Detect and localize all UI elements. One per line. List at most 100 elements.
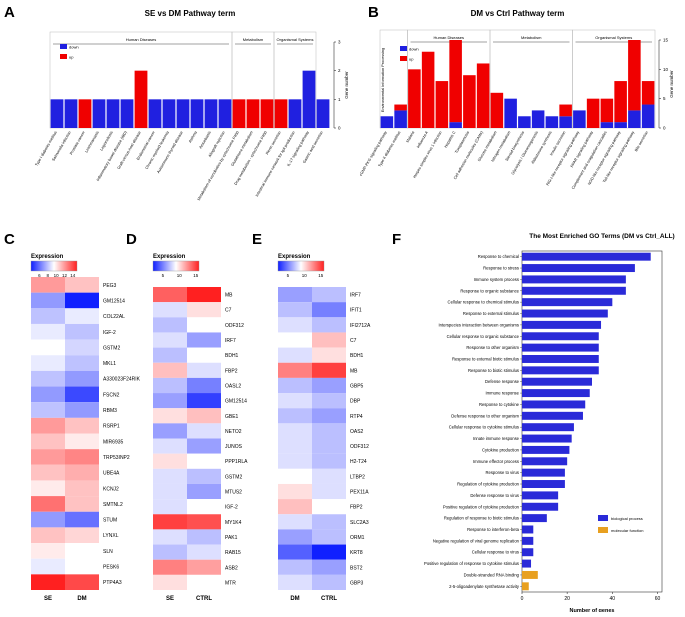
panel-c-row-label: RBM3 bbox=[103, 408, 117, 414]
panel-letter-b: B bbox=[368, 4, 379, 21]
panel-c-row-label: A330023F24RIK bbox=[103, 377, 141, 383]
panel-c-cell-ube4a-dm bbox=[65, 464, 99, 481]
panel-c-row-label: SMTNL2 bbox=[103, 502, 123, 508]
panel-f-bar-defense-response bbox=[522, 377, 592, 386]
panel-d-cell-rab15-se bbox=[153, 544, 187, 560]
panel-e-row-label: ODF312 bbox=[350, 444, 369, 450]
panel-f-bar-defense-response-to-virus bbox=[522, 491, 559, 500]
panel-c-col-label: SE bbox=[44, 596, 52, 602]
panel-a-group-label: Metabolism bbox=[243, 37, 264, 42]
panel-c-col-label: DM bbox=[77, 596, 86, 602]
panel-f-bar-response-to-cytokine bbox=[522, 400, 586, 409]
panel-b-xtick-label: Influenza A bbox=[416, 130, 429, 149]
panel-c-row-label: RSRP1 bbox=[103, 424, 120, 430]
panel-d-cell-igf-2-se bbox=[153, 499, 187, 515]
panel-e-cell-ifit1-dm bbox=[278, 302, 312, 318]
panel-b-group-label: Human Diseases bbox=[434, 35, 464, 40]
panel-a-xtick-label: Asthma bbox=[188, 130, 198, 144]
panel-e-row-label: DBP bbox=[350, 399, 361, 405]
panel-f-plot-frame bbox=[521, 250, 663, 593]
panel-c-cell-stum-se bbox=[31, 511, 65, 528]
panel-f-category-label: Response to biotic stimulus bbox=[468, 368, 519, 373]
panel-a-bar-down bbox=[148, 99, 162, 128]
panel-e-cell-rtp4-dm bbox=[278, 408, 312, 424]
panel-e-cell-irf7-dm bbox=[278, 287, 312, 303]
panel-d-cell-fbp2-se bbox=[153, 362, 187, 378]
panel-f-legend-swatch bbox=[598, 527, 608, 533]
panel-b-legend-label: down bbox=[409, 47, 419, 52]
panel-d-col-label: SE bbox=[166, 596, 174, 602]
panel-a-bar-down bbox=[176, 99, 190, 128]
panel-c-cell-peg3-dm bbox=[65, 277, 99, 293]
panel-f-category-label: Defense response to virus bbox=[470, 493, 519, 498]
panel-b-bar-down bbox=[545, 116, 559, 128]
panel-d-row-label: BDH1 bbox=[225, 353, 239, 359]
panel-f-x-tick-label: 0 bbox=[521, 596, 524, 602]
panel-d-cell-junos-se bbox=[153, 438, 187, 454]
panel-letter-e: E bbox=[252, 231, 262, 248]
panel-f-category-label: Cellular response to chemical stimulus bbox=[448, 300, 519, 305]
panel-e-cell-orm1-dm bbox=[278, 529, 312, 545]
panel-e-cell-pex11a-ctrl bbox=[312, 483, 346, 500]
panel-e-row-label: BDH1 bbox=[350, 353, 364, 359]
panel-d-cell-ppp1rla-se bbox=[153, 453, 187, 469]
panel-c-row-label: UBE4A bbox=[103, 471, 120, 477]
panel-e-row-label: GBP5 bbox=[350, 383, 364, 389]
panel-b-y-tick-label: 5 bbox=[663, 96, 666, 101]
panel-e-cell-pex11a-dm bbox=[278, 483, 312, 500]
panel-f-category-label: Cellular response to organic substance bbox=[447, 334, 520, 339]
panel-e-row-label: MB bbox=[350, 368, 358, 374]
panel-a-bar-down bbox=[316, 99, 330, 128]
panel-d-cell-c7-se bbox=[153, 302, 187, 318]
panel-b-bar-down bbox=[641, 104, 655, 128]
panel-c-heatmap: Expression 6 8 10 12 14 PEG3 GM12514 COL22AL IGF-… bbox=[30, 254, 141, 602]
panel-a-group-label: Human Diseases bbox=[126, 37, 156, 42]
panel-e-cell-oas2-ctrl bbox=[312, 423, 346, 439]
panel-f-title: The Most Enriched GO Terms (DM vs Ctrl_A… bbox=[529, 233, 674, 240]
panel-c-cell-sln-dm bbox=[65, 543, 99, 559]
panel-a-bar-down bbox=[302, 70, 316, 128]
panel-b-y-tick-label: 15 bbox=[663, 38, 669, 43]
panel-e-cell-bdh1-dm bbox=[278, 347, 312, 363]
panel-d-row-label: MTUS2 bbox=[225, 490, 242, 496]
panel-c-cell-ptp4a3-dm bbox=[65, 574, 99, 590]
panel-b-group-label: Organismal Systems bbox=[595, 35, 632, 40]
panel-f-bar-positive-regulation-of-response-to-cytokine-stimulus bbox=[522, 559, 532, 568]
panel-letter-d: D bbox=[126, 231, 137, 248]
panel-a-bar-down bbox=[218, 99, 232, 128]
panel-letter-f: F bbox=[392, 231, 401, 248]
panel-e-scale-tick: 5 bbox=[287, 273, 290, 278]
panel-d-row-label: FBP2 bbox=[225, 368, 238, 374]
panel-d-cell-oasl2-ctrl bbox=[187, 377, 221, 394]
panel-e-cell-irf7-ctrl bbox=[312, 287, 346, 303]
panel-d-cell-gm12514-ctrl bbox=[187, 393, 221, 409]
panel-e-cell-fbp2-ctrl bbox=[312, 499, 346, 515]
panel-c-cell-sln-se bbox=[31, 543, 65, 559]
panel-d-cell-my1k4-se bbox=[153, 514, 187, 530]
panel-e-col-label: DM bbox=[290, 596, 299, 602]
panel-f-category-label: Double-stranded RNA binding bbox=[464, 572, 520, 577]
panel-d-row-label: ASB2 bbox=[225, 565, 238, 571]
panel-d-row-label: MY1K4 bbox=[225, 520, 242, 526]
panel-f-bar-cellular-response-to-organic-substance bbox=[522, 332, 599, 341]
panel-f-category-label: 2-5-oligoadenylate synthetase activity bbox=[449, 584, 520, 589]
panel-d-row-label: PPP1RLA bbox=[225, 459, 248, 465]
panel-d-cell-my1k4-ctrl bbox=[187, 514, 221, 530]
panel-d-cell-gstm2-se bbox=[153, 468, 187, 484]
panel-e-row-label: SLC2A3 bbox=[350, 520, 369, 526]
panel-d-cell-mtus2-ctrl bbox=[187, 483, 221, 500]
panel-a-bar-down bbox=[92, 99, 106, 128]
panel-c-cell-rbm3-se bbox=[31, 402, 65, 418]
panel-c-row-label: PTP4A3 bbox=[103, 580, 122, 586]
panel-f-x-tick-label: 20 bbox=[564, 596, 570, 602]
panel-d-cell-asb2-ctrl bbox=[187, 559, 221, 575]
panel-d-cell-irf7-ctrl bbox=[187, 332, 221, 348]
panel-d-row-label: IRF7 bbox=[225, 338, 236, 344]
panel-a-bar-up bbox=[274, 99, 288, 128]
panel-c-cell-lynxl-dm bbox=[65, 527, 99, 544]
panel-b-group-label: Environmental Information Processing bbox=[381, 48, 385, 112]
panel-letter-c: C bbox=[4, 231, 15, 248]
panel-a-bar-down bbox=[106, 99, 120, 128]
panel-b-bar-down bbox=[531, 110, 545, 128]
